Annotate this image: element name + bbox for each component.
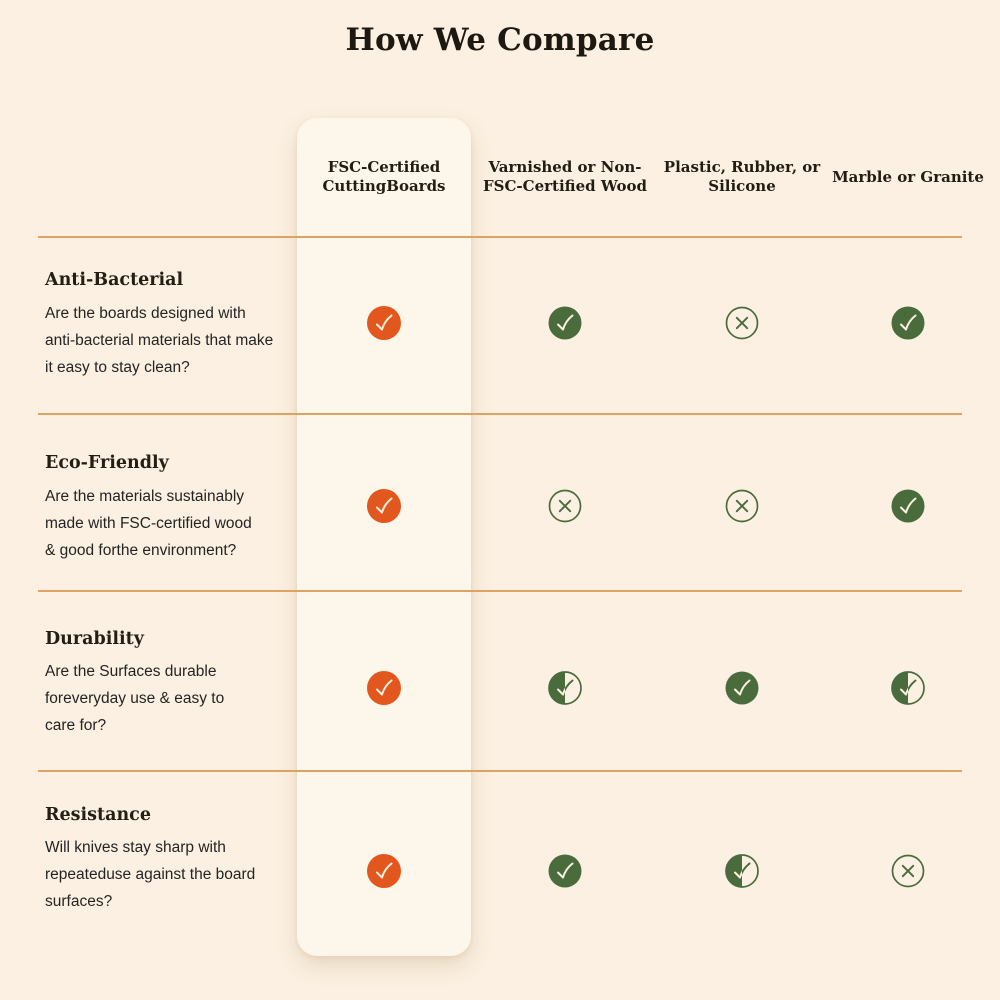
page-title: How We Compare — [345, 22, 655, 58]
cell-anti-bacterial-varnished check-icon — [547, 305, 583, 341]
row-description-eco-friendly: Are the materials sustainably made with … — [45, 488, 252, 559]
cell-eco-friendly-plastic x-icon — [724, 488, 760, 524]
row-description-resistance: Will knives stay sharp with repeateduse … — [45, 839, 256, 910]
cell-eco-friendly-varnished x-icon — [547, 488, 583, 524]
cell-eco-friendly-fsc check-icon — [366, 488, 402, 524]
column-header-plastic-rubber-silicone: Plastic, Rubber, or Silicone — [663, 158, 821, 195]
cell-durability-fsc check-icon — [366, 670, 402, 706]
cell-resistance-fsc check-icon — [366, 853, 402, 889]
cell-resistance-varnished check-icon — [547, 853, 583, 889]
column-header-fsc-certified: FSC-Certified CuttingBoards — [322, 158, 446, 195]
column-header-varnished-wood: Varnished or Non- FSC-Certified Wood — [483, 158, 647, 195]
row-title-durability: Durability — [45, 629, 144, 649]
cell-eco-friendly-marble check-icon — [890, 488, 926, 524]
cell-anti-bacterial-marble check-icon — [890, 305, 926, 341]
row-description-durability: Are the Surfaces durable foreveryday use… — [45, 663, 225, 734]
cell-anti-bacterial-plastic x-icon — [724, 305, 760, 341]
featured-column-card — [297, 118, 471, 956]
row-description-anti-bacterial: Are the boards designed with anti-bacter… — [45, 305, 274, 376]
cell-durability-marble half-check-icon — [890, 670, 926, 706]
row-title-resistance: Resistance — [45, 805, 151, 825]
cell-anti-bacterial-fsc check-icon — [366, 305, 402, 341]
cell-resistance-plastic half-check-icon — [724, 853, 760, 889]
cell-durability-varnished half-check-icon — [547, 670, 583, 706]
row-divider — [38, 770, 962, 772]
row-title-eco-friendly: Eco-Friendly — [45, 453, 169, 473]
cell-durability-plastic check-icon — [724, 670, 760, 706]
column-header-marble-granite: Marble or Granite — [832, 167, 984, 186]
row-divider — [38, 236, 962, 238]
row-divider — [38, 590, 962, 592]
row-divider — [38, 413, 962, 415]
row-title-anti-bacterial: Anti-Bacterial — [45, 270, 184, 290]
cell-resistance-marble x-icon — [890, 853, 926, 889]
